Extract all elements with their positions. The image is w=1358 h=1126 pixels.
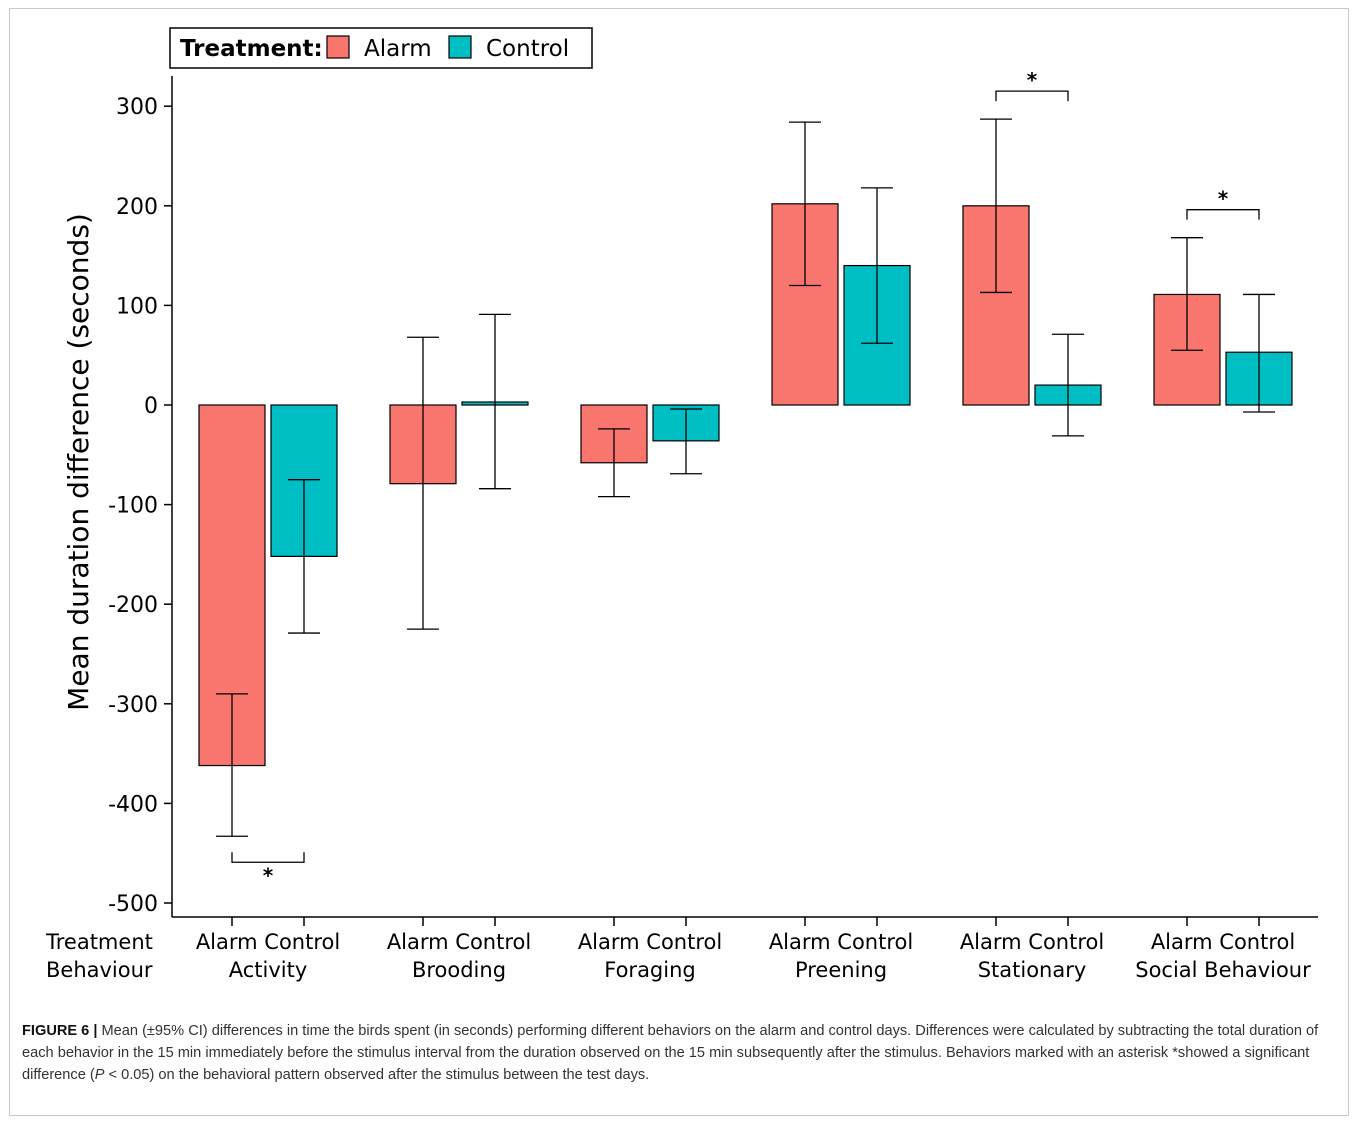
- x-tick-label-behaviour: Preening: [795, 958, 887, 982]
- error-bars: [216, 118, 1275, 837]
- legend-swatch-alarm: [326, 35, 350, 59]
- x-axis: Alarm Control Activity Alarm Control Broodi…: [172, 916, 1318, 982]
- caption-p-symbol: P: [94, 1067, 105, 1083]
- y-tick-label: -300: [108, 693, 158, 718]
- row-label-treatment: Treatment: [45, 930, 153, 954]
- bar-chart: 300 200 100 0 -100 -200 -300 -400 -500 * * * Alarm…: [45, 27, 1318, 982]
- significance-brackets: * * *: [231, 68, 1260, 887]
- bars: [198, 203, 1293, 767]
- significance-star: *: [1218, 187, 1229, 211]
- legend-label-control: Control: [486, 36, 569, 62]
- y-tick-label: -500: [108, 892, 158, 917]
- y-tick-label: 0: [144, 394, 158, 419]
- x-tick-label-treatment: Alarm Control: [578, 930, 722, 954]
- legend-box: [169, 27, 593, 69]
- significance-star: *: [263, 863, 274, 887]
- y-tick-label: -100: [108, 494, 158, 519]
- legend-swatch-control: [448, 35, 472, 59]
- y-axis-label: Mean duration difference (seconds): [62, 213, 95, 711]
- y-tick-label: -400: [108, 792, 158, 817]
- x-tick-label-behaviour: Foraging: [604, 958, 696, 982]
- row-label-behaviour: Behaviour: [46, 958, 153, 982]
- x-tick-label-behaviour: Brooding: [412, 958, 506, 982]
- legend-title: Treatment:: [180, 36, 323, 62]
- x-tick-label-treatment: Alarm Control: [196, 930, 340, 954]
- x-tick-label-treatment: Alarm Control: [1151, 930, 1295, 954]
- y-axis: 300 200 100 0 -100 -200 -300 -400 -500: [108, 76, 173, 917]
- figure-caption: FIGURE 6 | Mean (±95% CI) differences in…: [22, 1020, 1332, 1086]
- significance-bracket: [995, 90, 1069, 102]
- y-tick-label: 300: [116, 95, 158, 120]
- caption-text-1: Mean (±95% CI) differences in time the b…: [22, 1023, 1319, 1083]
- y-tick-label: -200: [108, 593, 158, 618]
- significance-bracket: [1186, 209, 1260, 220]
- x-tick-label-treatment: Alarm Control: [387, 930, 531, 954]
- x-tick-label-behaviour: Activity: [229, 958, 308, 982]
- significance-bracket: [231, 852, 305, 863]
- x-tick-label-treatment: Alarm Control: [960, 930, 1104, 954]
- x-tick-label-treatment: Alarm Control: [769, 930, 913, 954]
- y-tick-label: 100: [116, 294, 158, 319]
- caption-label: FIGURE 6 |: [22, 1023, 98, 1039]
- x-tick-label-behaviour: Social Behaviour: [1135, 958, 1311, 982]
- significance-star: *: [1027, 68, 1038, 92]
- legend: Treatment: Alarm Control: [169, 27, 593, 69]
- caption-text-2: < 0.05) on the behavioral pattern observ…: [104, 1067, 650, 1083]
- x-tick-label-behaviour: Stationary: [978, 958, 1087, 982]
- y-tick-label: 200: [116, 195, 158, 220]
- legend-label-alarm: Alarm: [364, 36, 432, 62]
